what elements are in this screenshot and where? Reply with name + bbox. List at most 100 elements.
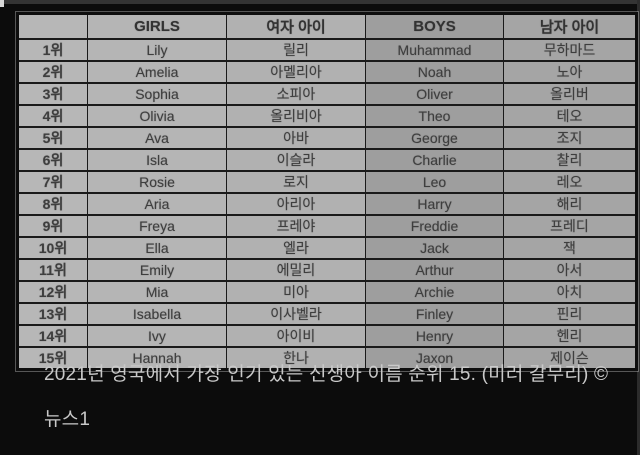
rank-cell: 10위 xyxy=(17,236,88,260)
table-row: 9위 Freya 프레야 Freddie 프레디 xyxy=(17,214,637,238)
table-row: 4위 Olivia 올리비아 Theo 테오 xyxy=(17,104,637,128)
rank-cell: 12위 xyxy=(17,280,88,304)
boy-name-ko: 테오 xyxy=(503,104,637,128)
girl-name-ko: 프레야 xyxy=(226,214,366,238)
girls-ko-header: 여자 아이 xyxy=(226,13,366,40)
girl-name-ko: 릴리 xyxy=(226,38,366,62)
girl-name-ko: 이사벨라 xyxy=(226,302,366,326)
table-row: 5위 Ava 아바 George 조지 xyxy=(17,126,637,150)
table-header-row: GIRLS 여자 아이 BOYS 남자 아이 xyxy=(17,13,637,40)
boy-name-ko: 조지 xyxy=(503,126,637,150)
table-row: 14위 Ivy 아이비 Henry 헨리 xyxy=(17,324,637,348)
girl-name-en: Olivia xyxy=(87,104,227,128)
top-edge-strip xyxy=(0,0,640,4)
girl-name-en: Sophia xyxy=(87,82,227,106)
girl-name-en: Ivy xyxy=(87,324,227,348)
girl-name-ko: 아바 xyxy=(226,126,366,150)
boy-name-en: Theo xyxy=(365,104,504,128)
corner-artifact xyxy=(0,0,4,7)
girl-name-ko: 엘라 xyxy=(226,236,366,260)
table-row: 15위 Hannah 한나 Jaxon 제이슨 xyxy=(17,346,637,371)
girl-name-en: Freya xyxy=(87,214,227,238)
boy-name-ko: 찰리 xyxy=(503,148,637,172)
table-row: 6위 Isla 이슬라 Charlie 찰리 xyxy=(17,148,637,172)
table-row: 7위 Rosie 로지 Leo 레오 xyxy=(17,170,637,194)
baby-names-table: GIRLS 여자 아이 BOYS 남자 아이 1위 Lily 릴리 Muhamm… xyxy=(16,12,638,371)
boy-name-ko: 해리 xyxy=(503,192,637,216)
rank-cell: 8위 xyxy=(17,192,88,216)
boy-name-ko: 레오 xyxy=(503,170,637,194)
boy-name-ko: 핀리 xyxy=(503,302,637,326)
table-row: 13위 Isabella 이사벨라 Finley 핀리 xyxy=(17,302,637,326)
girl-name-ko: 아리아 xyxy=(226,192,366,216)
boys-en-header: BOYS xyxy=(365,13,504,40)
girl-name-en: Lily xyxy=(87,38,227,62)
boy-name-ko: 올리버 xyxy=(503,82,637,106)
right-edge-strip xyxy=(637,0,640,455)
boy-name-en: Noah xyxy=(365,60,504,84)
table-row: 3위 Sophia 소피아 Oliver 올리버 xyxy=(17,82,637,106)
rank-cell: 1위 xyxy=(17,38,88,62)
girl-name-ko: 이슬라 xyxy=(226,148,366,172)
rank-cell: 9위 xyxy=(17,214,88,238)
rank-cell: 6위 xyxy=(17,148,88,172)
table-row: 1위 Lily 릴리 Muhammad 무하마드 xyxy=(17,38,637,62)
girl-name-en: Aria xyxy=(87,192,227,216)
boy-name-en: Jaxon xyxy=(365,346,504,371)
girl-name-ko: 에밀리 xyxy=(226,258,366,282)
rank-cell: 15위 xyxy=(17,346,88,371)
boy-name-en: Henry xyxy=(365,324,504,348)
girl-name-en: Rosie xyxy=(87,170,227,194)
table-row: 10위 Ella 엘라 Jack 잭 xyxy=(17,236,637,260)
boy-name-ko: 제이슨 xyxy=(503,346,637,371)
boy-name-en: Arthur xyxy=(365,258,504,282)
rank-cell: 11위 xyxy=(17,258,88,282)
table-row: 2위 Amelia 아멜리아 Noah 노아 xyxy=(17,60,637,84)
boy-name-en: Leo xyxy=(365,170,504,194)
girl-name-en: Hannah xyxy=(87,346,227,371)
girl-name-ko: 올리비아 xyxy=(226,104,366,128)
boy-name-en: Jack xyxy=(365,236,504,260)
boy-name-en: Harry xyxy=(365,192,504,216)
rank-cell: 5위 xyxy=(17,126,88,150)
table-row: 8위 Aria 아리아 Harry 해리 xyxy=(17,192,637,216)
boy-name-en: George xyxy=(365,126,504,150)
girl-name-en: Ella xyxy=(87,236,227,260)
table-row: 11위 Emily 에밀리 Arthur 아서 xyxy=(17,258,637,282)
boy-name-ko: 무하마드 xyxy=(503,38,637,62)
girl-name-ko: 아이비 xyxy=(226,324,366,348)
table-row: 12위 Mia 미아 Archie 아치 xyxy=(17,280,637,304)
rank-cell: 2위 xyxy=(17,60,88,84)
boy-name-en: Charlie xyxy=(365,148,504,172)
boy-name-ko: 아서 xyxy=(503,258,637,282)
rank-cell: 13위 xyxy=(17,302,88,326)
girls-en-header: GIRLS xyxy=(87,13,227,40)
boys-ko-header: 남자 아이 xyxy=(503,13,637,40)
girl-name-ko: 소피아 xyxy=(226,82,366,106)
photo-caption: 2021년 영국에서 가장 인기 있는 신생아 이름 순위 15. (미러 갈무… xyxy=(44,364,609,430)
girl-name-en: Isla xyxy=(87,148,227,172)
boy-name-en: Archie xyxy=(365,280,504,304)
rank-header xyxy=(17,13,88,40)
girl-name-ko: 미아 xyxy=(226,280,366,304)
boy-name-en: Oliver xyxy=(365,82,504,106)
boy-name-ko: 헨리 xyxy=(503,324,637,348)
rank-cell: 14위 xyxy=(17,324,88,348)
boy-name-en: Freddie xyxy=(365,214,504,238)
boy-name-ko: 잭 xyxy=(503,236,637,260)
boy-name-ko: 아치 xyxy=(503,280,637,304)
boy-name-en: Muhammad xyxy=(365,38,504,62)
girl-name-ko: 한나 xyxy=(226,346,366,371)
girl-name-ko: 로지 xyxy=(226,170,366,194)
boy-name-en: Finley xyxy=(365,302,504,326)
girl-name-en: Amelia xyxy=(87,60,227,84)
girl-name-ko: 아멜리아 xyxy=(226,60,366,84)
rank-cell: 4위 xyxy=(17,104,88,128)
rank-cell: 3위 xyxy=(17,82,88,106)
boy-name-ko: 노아 xyxy=(503,60,637,84)
girl-name-en: Ava xyxy=(87,126,227,150)
girl-name-en: Mia xyxy=(87,280,227,304)
girl-name-en: Isabella xyxy=(87,302,227,326)
girl-name-en: Emily xyxy=(87,258,227,282)
